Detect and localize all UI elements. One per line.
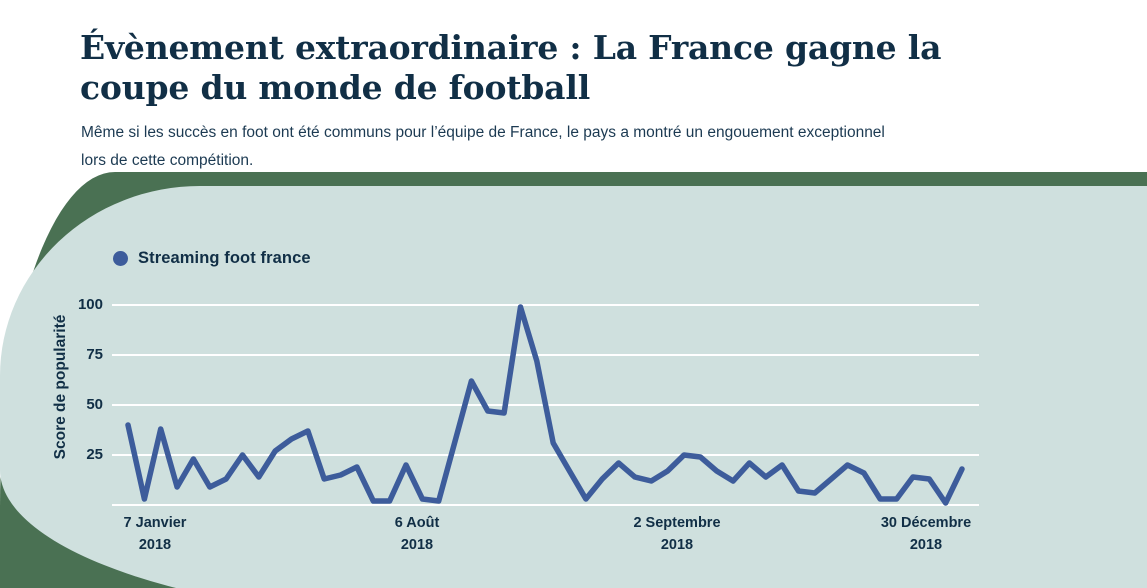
- y-tick-label: 25: [86, 446, 103, 463]
- series-line: [125, 304, 965, 506]
- page-title: Évènement extraordinaire : La France gag…: [80, 28, 941, 108]
- x-tick-label: 6 Août 2018: [347, 512, 487, 556]
- y-tick-label: 50: [86, 396, 103, 413]
- legend-dot-icon: [113, 251, 128, 266]
- x-tick-line1: 7 Janvier: [123, 515, 187, 531]
- x-tick-line2: 2018: [660, 537, 694, 553]
- x-tick-label: 2 Septembre 2018: [607, 512, 747, 556]
- page-subtitle: Même si les succès en foot ont été commu…: [81, 119, 885, 175]
- text-line: Même si les succès en foot ont été commu…: [81, 123, 885, 141]
- x-tick-line1: 30 Décembre: [880, 515, 972, 531]
- chart-panel: [0, 186, 1147, 588]
- x-tick-label: 7 Janvier 2018: [85, 512, 225, 556]
- text-line: lors de cette compétition.: [81, 151, 254, 169]
- legend-label: Streaming foot france: [138, 249, 311, 267]
- legend: Streaming foot france: [113, 249, 311, 268]
- x-tick-line2: 2018: [909, 537, 943, 553]
- text-line: coupe du monde de football: [80, 68, 591, 108]
- text-line: Évènement extraordinaire : La France gag…: [80, 28, 942, 68]
- x-tick-label: 30 Décembre 2018: [856, 512, 996, 556]
- y-tick-label: 100: [77, 296, 103, 313]
- x-tick-line1: 6 Août: [394, 515, 440, 531]
- y-tick-label: 75: [86, 346, 103, 363]
- x-tick-line2: 2018: [138, 537, 172, 553]
- x-tick-line2: 2018: [400, 537, 434, 553]
- y-axis-title: Score de popularité: [52, 314, 69, 460]
- x-tick-line1: 2 Septembre: [633, 515, 721, 531]
